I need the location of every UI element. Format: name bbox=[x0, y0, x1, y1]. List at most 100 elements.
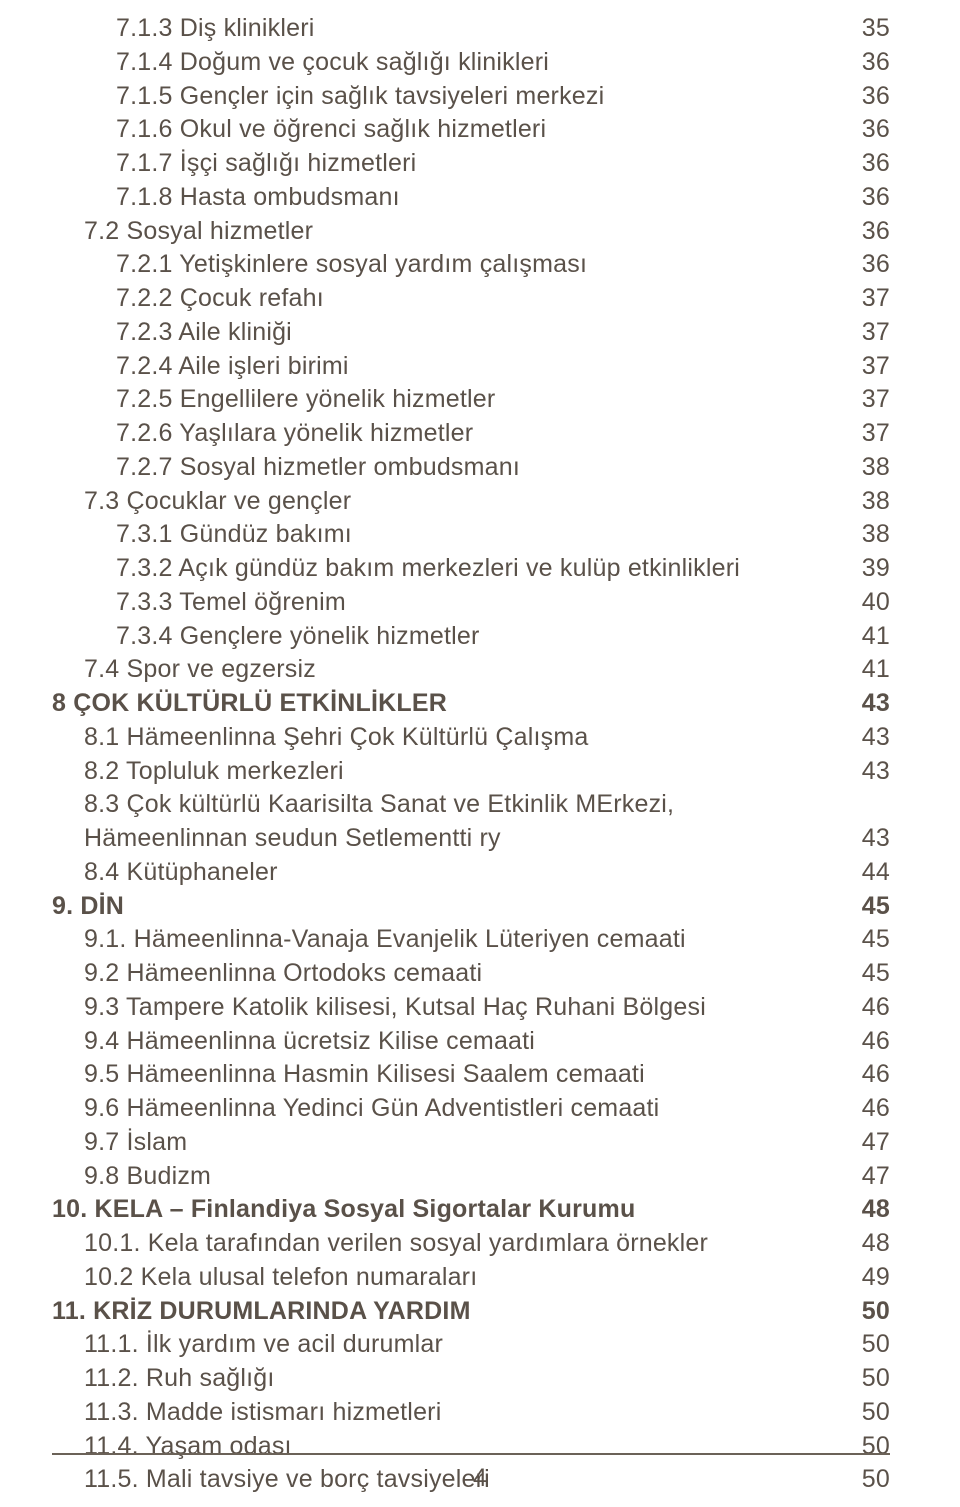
toc-row: 7.1.3 Diş klinikleri35 bbox=[52, 12, 890, 46]
toc-row: 9.2 Hämeenlinna Ortodoks cemaati45 bbox=[52, 957, 890, 991]
toc-page: 38 bbox=[830, 485, 890, 519]
toc-row: 10. KELA – Finlandiya Sosyal Sigortalar … bbox=[52, 1193, 890, 1227]
toc-page: 36 bbox=[830, 147, 890, 181]
toc-label: 10. KELA – Finlandiya Sosyal Sigortalar … bbox=[52, 1193, 830, 1227]
toc-row: 7.3.1 Gündüz bakımı38 bbox=[52, 518, 890, 552]
toc-row: 7.2 Sosyal hizmetler36 bbox=[52, 215, 890, 249]
toc-label: 9.6 Hämeenlinna Yedinci Gün Adventistler… bbox=[52, 1092, 830, 1126]
toc-page: 46 bbox=[830, 991, 890, 1025]
toc-label: Hämeenlinnan seudun Setlementti ry bbox=[52, 822, 830, 856]
toc-label: 7.1.6 Okul ve öğrenci sağlık hizmetleri bbox=[52, 113, 830, 147]
toc-row: 11.4. Yaşam odası50 bbox=[52, 1430, 890, 1464]
toc-page: 49 bbox=[830, 1261, 890, 1295]
toc-label: 7.2.1 Yetişkinlere sosyal yardım çalışma… bbox=[52, 248, 830, 282]
toc-page: 45 bbox=[830, 957, 890, 991]
toc-page: 35 bbox=[830, 12, 890, 46]
toc-page: 36 bbox=[830, 80, 890, 114]
toc-row: 11. KRİZ DURUMLARINDA YARDIM50 bbox=[52, 1295, 890, 1329]
page-number: 4 bbox=[0, 1464, 960, 1493]
table-of-contents: 7.1.3 Diş klinikleri357.1.4 Doğum ve çoc… bbox=[52, 12, 890, 1497]
toc-page: 37 bbox=[830, 282, 890, 316]
toc-label: 10.1. Kela tarafından verilen sosyal yar… bbox=[52, 1227, 830, 1261]
toc-page: 37 bbox=[830, 316, 890, 350]
toc-label: 7.1.4 Doğum ve çocuk sağlığı klinikleri bbox=[52, 46, 830, 80]
toc-row: 7.2.2 Çocuk refahı37 bbox=[52, 282, 890, 316]
toc-row: 9.8 Budizm47 bbox=[52, 1160, 890, 1194]
toc-page: 38 bbox=[830, 518, 890, 552]
toc-page: 50 bbox=[830, 1396, 890, 1430]
toc-row: 8.2 Topluluk merkezleri43 bbox=[52, 755, 890, 789]
toc-label: 7.2 Sosyal hizmetler bbox=[52, 215, 830, 249]
toc-row: 10.2 Kela ulusal telefon numaraları49 bbox=[52, 1261, 890, 1295]
toc-row: 7.3.3 Temel öğrenim40 bbox=[52, 586, 890, 620]
toc-row: 7.2.1 Yetişkinlere sosyal yardım çalışma… bbox=[52, 248, 890, 282]
toc-row: 7.3.2 Açık gündüz bakım merkezleri ve ku… bbox=[52, 552, 890, 586]
toc-label: 8.2 Topluluk merkezleri bbox=[52, 755, 830, 789]
toc-row: 9.5 Hämeenlinna Hasmin Kilisesi Saalem c… bbox=[52, 1058, 890, 1092]
toc-label: 11.4. Yaşam odası bbox=[52, 1430, 830, 1464]
toc-row: 9.4 Hämeenlinna ücretsiz Kilise cemaati4… bbox=[52, 1025, 890, 1059]
toc-page: 37 bbox=[830, 350, 890, 384]
toc-label: 9.7 İslam bbox=[52, 1126, 830, 1160]
toc-row: 7.2.5 Engellilere yönelik hizmetler37 bbox=[52, 383, 890, 417]
toc-row: 7.1.7 İşçi sağlığı hizmetleri36 bbox=[52, 147, 890, 181]
toc-page: 48 bbox=[830, 1227, 890, 1261]
toc-label: 8.1 Hämeenlinna Şehri Çok Kültürlü Çalış… bbox=[52, 721, 830, 755]
toc-row: 9.1. Hämeenlinna-Vanaja Evanjelik Lüteri… bbox=[52, 923, 890, 957]
toc-page: 50 bbox=[830, 1430, 890, 1464]
toc-label: 7.3.2 Açık gündüz bakım merkezleri ve ku… bbox=[52, 552, 830, 586]
toc-label: 10.2 Kela ulusal telefon numaraları bbox=[52, 1261, 830, 1295]
toc-page: 43 bbox=[830, 721, 890, 755]
toc-page: 50 bbox=[830, 1362, 890, 1396]
toc-row: 11.1. İlk yardım ve acil durumlar50 bbox=[52, 1328, 890, 1362]
toc-label: 9. DİN bbox=[52, 890, 830, 924]
toc-label: 7.1.7 İşçi sağlığı hizmetleri bbox=[52, 147, 830, 181]
toc-label: 11.3. Madde istismarı hizmetleri bbox=[52, 1396, 830, 1430]
toc-label: 7.2.3 Aile kliniği bbox=[52, 316, 830, 350]
toc-row: 8 ÇOK KÜLTÜRLÜ ETKİNLİKLER43 bbox=[52, 687, 890, 721]
toc-page: 46 bbox=[830, 1025, 890, 1059]
toc-page: 39 bbox=[830, 552, 890, 586]
toc-label: 11.2. Ruh sağlığı bbox=[52, 1362, 830, 1396]
toc-page: 48 bbox=[830, 1193, 890, 1227]
toc-page: 43 bbox=[830, 822, 890, 856]
toc-page: 40 bbox=[830, 586, 890, 620]
toc-label: 7.1.5 Gençler için sağlık tavsiyeleri me… bbox=[52, 80, 830, 114]
toc-label: 7.1.8 Hasta ombudsmanı bbox=[52, 181, 830, 215]
toc-row: 7.4 Spor ve egzersiz41 bbox=[52, 653, 890, 687]
toc-page: 43 bbox=[830, 755, 890, 789]
toc-label: 7.2.4 Aile işleri birimi bbox=[52, 350, 830, 384]
toc-row: 9.6 Hämeenlinna Yedinci Gün Adventistler… bbox=[52, 1092, 890, 1126]
toc-label: 7.2.7 Sosyal hizmetler ombudsmanı bbox=[52, 451, 830, 485]
toc-page: 45 bbox=[830, 923, 890, 957]
toc-label: 7.2.2 Çocuk refahı bbox=[52, 282, 830, 316]
toc-page: 37 bbox=[830, 417, 890, 451]
toc-label: 9.3 Tampere Katolik kilisesi, Kutsal Haç… bbox=[52, 991, 830, 1025]
toc-row: 7.2.7 Sosyal hizmetler ombudsmanı38 bbox=[52, 451, 890, 485]
toc-page: 36 bbox=[830, 181, 890, 215]
toc-page: 41 bbox=[830, 620, 890, 654]
toc-page: 43 bbox=[830, 687, 890, 721]
toc-page: 50 bbox=[830, 1328, 890, 1362]
toc-row: 7.1.4 Doğum ve çocuk sağlığı klinikleri3… bbox=[52, 46, 890, 80]
toc-label: 7.4 Spor ve egzersiz bbox=[52, 653, 830, 687]
toc-row: 9.7 İslam47 bbox=[52, 1126, 890, 1160]
toc-page: 36 bbox=[830, 248, 890, 282]
toc-row: 7.3 Çocuklar ve gençler38 bbox=[52, 485, 890, 519]
toc-page: 50 bbox=[830, 1295, 890, 1329]
toc-page: 47 bbox=[830, 1160, 890, 1194]
toc-label: 11. KRİZ DURUMLARINDA YARDIM bbox=[52, 1295, 830, 1329]
toc-row: 11.2. Ruh sağlığı50 bbox=[52, 1362, 890, 1396]
toc-label: 11.1. İlk yardım ve acil durumlar bbox=[52, 1328, 830, 1362]
toc-page: 36 bbox=[830, 215, 890, 249]
toc-page: 46 bbox=[830, 1058, 890, 1092]
toc-label: 8.4 Kütüphaneler bbox=[52, 856, 830, 890]
toc-row: 8.4 Kütüphaneler44 bbox=[52, 856, 890, 890]
toc-label: 7.3 Çocuklar ve gençler bbox=[52, 485, 830, 519]
toc-page: 45 bbox=[830, 890, 890, 924]
footer-separator-line bbox=[52, 1453, 890, 1456]
toc-label: 7.3.1 Gündüz bakımı bbox=[52, 518, 830, 552]
toc-row: 8.3 Çok kültürlü Kaarisilta Sanat ve Etk… bbox=[52, 788, 890, 822]
toc-row: 7.2.6 Yaşlılara yönelik hizmetler37 bbox=[52, 417, 890, 451]
toc-row: 11.3. Madde istismarı hizmetleri50 bbox=[52, 1396, 890, 1430]
